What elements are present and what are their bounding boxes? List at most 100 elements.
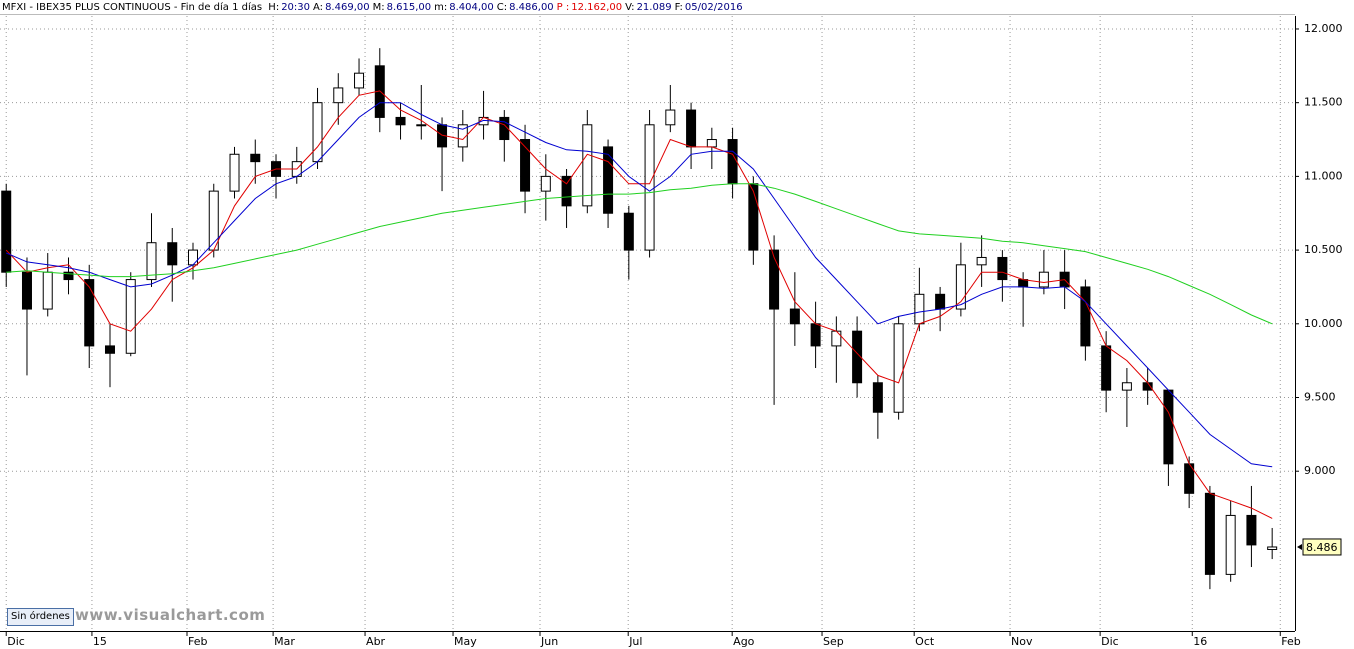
candle-body [1101, 345, 1112, 391]
candle-body [1225, 514, 1236, 575]
candle-body [893, 323, 904, 413]
candle-body [872, 382, 883, 413]
x-tick-label: Mar [274, 635, 295, 648]
candle-body [686, 109, 697, 148]
candle-body [582, 124, 593, 207]
candle-body [63, 271, 74, 281]
field-value: 8.469,00 [325, 2, 370, 13]
candle-body [1038, 271, 1049, 288]
candle-body [499, 116, 510, 141]
candle-body [42, 271, 53, 310]
x-tick-label: Ago [733, 635, 755, 648]
field-label: H: [268, 2, 280, 13]
field-value: 20:30 [281, 2, 311, 13]
candle-body [1246, 514, 1257, 546]
candle-body [914, 293, 925, 325]
field-value: 8.615,00 [386, 2, 432, 13]
last-price-label: 8.486 [1306, 541, 1338, 554]
x-tick-label: Oct [915, 635, 935, 648]
candle-body [1267, 546, 1278, 550]
candle-body [167, 242, 178, 266]
candle-body [1080, 286, 1091, 347]
y-tick-label: 11.000 [1304, 169, 1343, 182]
candle-body [727, 139, 738, 185]
candle-body [623, 212, 634, 251]
candle-body [250, 153, 261, 163]
candle-body [146, 242, 157, 281]
x-tick-label: 15 [93, 635, 107, 648]
candle-body [125, 279, 136, 354]
candle-body [354, 72, 365, 89]
candle-body [769, 249, 780, 310]
last-price-arrow [1297, 543, 1302, 550]
instrument: MFXI - IBEX35 PLUS CONTINUOUS - Fin de d… [2, 2, 263, 13]
field-value: 05/02/2016 [684, 2, 743, 13]
x-tick-label: Nov [1011, 635, 1033, 648]
candle-body [852, 330, 863, 384]
candle-body [188, 249, 199, 266]
y-tick-label: 11.500 [1304, 96, 1343, 109]
field-label: A: [313, 2, 324, 13]
y-tick-label: 9.500 [1304, 391, 1336, 404]
last-price-box [1302, 538, 1342, 556]
candle-body [955, 264, 966, 310]
candle-body [1, 190, 12, 273]
candle-body [1204, 492, 1215, 575]
x-tick-label: Jun [540, 635, 558, 648]
orders-button[interactable]: Sin órdenes [7, 608, 74, 626]
candle-body [976, 256, 987, 266]
y-tick-label: 10.500 [1304, 243, 1343, 256]
moving-average [6, 183, 1273, 325]
candle-body [84, 279, 95, 347]
candle-body [706, 139, 717, 148]
candle-body [312, 102, 323, 163]
candle-body [457, 124, 468, 148]
field-value: 21.089 [636, 2, 672, 13]
field-value: 8.404,00 [449, 2, 494, 13]
field-label: V: [625, 2, 635, 13]
y-tick-label: 9.000 [1304, 464, 1336, 477]
field-label: C: [496, 2, 508, 13]
candle-body [789, 308, 800, 325]
candle-body [416, 124, 427, 127]
y-tick-label: 12.000 [1304, 22, 1343, 35]
field-label: m: [434, 2, 448, 13]
candle-body [520, 139, 531, 192]
candle-body [748, 183, 759, 251]
field-label: F: [674, 2, 683, 13]
candle-body [104, 345, 115, 354]
candle-body [644, 124, 655, 251]
field-label: P : [556, 2, 570, 13]
x-tick-label: Dic [7, 635, 25, 648]
candle-body [229, 153, 240, 192]
field-value: 12.162,00 [571, 2, 623, 13]
field-value: 8.486,00 [509, 2, 554, 13]
candle-body [395, 116, 406, 126]
candle-body [540, 175, 551, 192]
y-tick-label: 10.000 [1304, 317, 1343, 330]
x-tick-label: Dic [1101, 635, 1119, 648]
x-tick-label: Sep [823, 635, 844, 648]
candle-body [603, 146, 614, 214]
candle-body [665, 109, 676, 126]
candle-body [1121, 382, 1132, 391]
x-tick-label: Abr [366, 635, 386, 648]
candle-body [935, 293, 946, 310]
x-tick-label: 16 [1193, 635, 1207, 648]
x-tick-label: May [454, 635, 477, 648]
x-tick-label: Feb [188, 635, 207, 648]
candle-body [810, 323, 821, 347]
watermark: www.visualchart.com [75, 606, 266, 624]
candle-body [1163, 389, 1174, 465]
x-tick-label: Feb [1281, 635, 1300, 648]
candle-body [997, 256, 1008, 281]
x-tick-label: Jul [628, 635, 642, 648]
candle-body [831, 330, 842, 347]
candle-body [561, 175, 572, 207]
field-label: M: [372, 2, 385, 13]
candle-body [333, 87, 344, 104]
moving-average [6, 102, 1273, 468]
header: MFXI - IBEX35 PLUS CONTINUOUS - Fin de d… [0, 0, 1295, 15]
